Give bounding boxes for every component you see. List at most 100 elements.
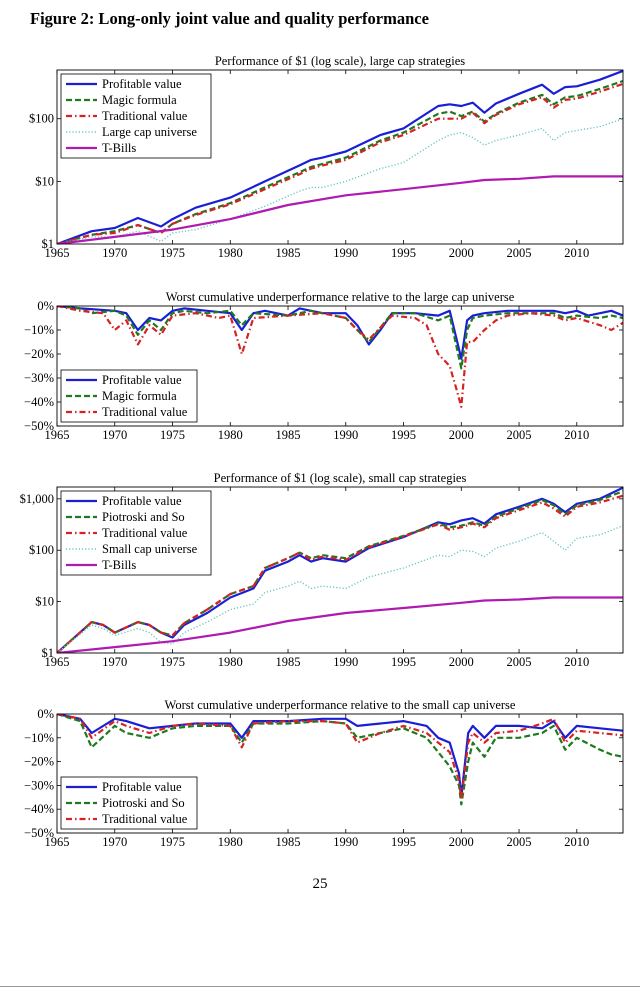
x-tick-label: 2000: [449, 246, 474, 260]
x-tick-label: 1975: [160, 655, 185, 669]
y-tick-label: $100: [29, 112, 54, 126]
chart-4: Worst cumulative underperformance relati…: [24, 698, 624, 849]
legend-label: Profitable value: [102, 494, 182, 508]
legend-label: Profitable value: [102, 780, 182, 794]
y-tick-label: −10%: [24, 731, 54, 745]
legend-label: Profitable value: [102, 77, 182, 91]
series-line-piotroski-and-so: [57, 490, 623, 653]
y-tick-label: −20%: [24, 347, 54, 361]
series-line-t-bills: [57, 596, 623, 653]
x-tick-label: 2005: [507, 655, 532, 669]
y-tick-label: $1: [42, 237, 55, 251]
chart-3: Performance of $1 (log scale), small cap…: [20, 471, 624, 669]
legend-label: Traditional value: [102, 405, 188, 419]
x-tick-label: 1970: [102, 246, 127, 260]
x-tick-label: 1995: [391, 428, 416, 442]
legend-label: T-Bills: [102, 141, 136, 155]
x-tick-label: 1995: [391, 655, 416, 669]
x-tick-label: 1975: [160, 246, 185, 260]
x-tick-label: 1980: [218, 246, 243, 260]
figure-title: Figure 2: Long-only joint value and qual…: [30, 9, 429, 28]
legend-label: Piotroski and So: [102, 510, 185, 524]
y-tick-label: 0%: [37, 299, 54, 313]
legend-label: T-Bills: [102, 558, 136, 572]
y-tick-label: −40%: [24, 802, 54, 816]
y-tick-label: −50%: [24, 826, 54, 840]
series-line-t-bills: [57, 175, 623, 244]
page-number: 25: [312, 876, 328, 892]
legend-box: [60, 776, 198, 830]
x-tick-label: 1970: [102, 835, 127, 849]
legend-label: Traditional value: [102, 109, 188, 123]
x-tick-label: 2010: [564, 246, 589, 260]
x-tick-label: 2005: [507, 428, 532, 442]
y-tick-label: −20%: [24, 755, 54, 769]
x-tick-label: 1990: [333, 655, 358, 669]
x-tick-label: 1985: [276, 655, 301, 669]
x-tick-label: 1995: [391, 246, 416, 260]
chart-2: Worst cumulative underperformance relati…: [24, 290, 624, 442]
y-tick-label: $1,000: [20, 492, 54, 506]
y-tick-label: −50%: [24, 419, 54, 433]
series-line-profitable-value: [57, 714, 623, 799]
legend-label: Magic formula: [102, 93, 177, 107]
legend-box: [60, 73, 212, 159]
y-tick-label: −30%: [24, 778, 54, 792]
series-line-traditional-value: [57, 82, 623, 244]
series-line-traditional-value: [57, 714, 623, 801]
x-tick-label: 1970: [102, 428, 127, 442]
x-tick-label: 1965: [45, 655, 70, 669]
x-tick-label: 1980: [218, 835, 243, 849]
x-tick-label: 1985: [276, 428, 301, 442]
legend-box: [60, 369, 198, 423]
y-tick-label: $10: [35, 174, 54, 188]
legend-label: Traditional value: [102, 526, 188, 540]
x-tick-label: 1965: [45, 835, 70, 849]
y-tick-label: −40%: [24, 395, 54, 409]
series-line-magic-formula: [57, 79, 623, 244]
page-bottom-rule: [0, 986, 640, 987]
x-tick-label: 2000: [449, 428, 474, 442]
series-line-piotroski-and-so: [57, 714, 623, 806]
plot-frame: [56, 486, 624, 654]
series-line-profitable-value: [57, 487, 623, 653]
series-line-traditional-value: [57, 306, 623, 408]
y-tick-label: $100: [29, 543, 54, 557]
x-tick-label: 2005: [507, 835, 532, 849]
legend-box: [60, 490, 212, 576]
legend: Profitable value Piotroski and So Traditio…: [60, 490, 212, 576]
x-tick-label: 2010: [564, 835, 589, 849]
y-tick-label: 0%: [37, 707, 54, 721]
x-tick-label: 1990: [333, 428, 358, 442]
x-tick-label: 1965: [45, 428, 70, 442]
legend-label: Magic formula: [102, 389, 177, 403]
x-tick-label: 1995: [391, 835, 416, 849]
legend-label: Traditional value: [102, 812, 188, 826]
plot-frame: [56, 69, 624, 245]
chart-1: Performance of $1 (log scale), large cap…: [29, 54, 624, 260]
series-line-profitable-value: [57, 306, 623, 360]
chart-title: Performance of $1 (log scale), large cap…: [215, 54, 465, 68]
plot-frame: [56, 713, 624, 834]
y-tick-label: $1: [42, 646, 55, 660]
legend-label: Small cap universe: [102, 542, 198, 556]
x-tick-label: 1985: [276, 246, 301, 260]
x-tick-label: 1970: [102, 655, 127, 669]
chart-title: Performance of $1 (log scale), small cap…: [214, 471, 467, 485]
x-tick-label: 1990: [333, 246, 358, 260]
x-tick-label: 1980: [218, 655, 243, 669]
y-tick-label: −10%: [24, 323, 54, 337]
series-line-small-cap-universe: [57, 525, 623, 653]
x-tick-label: 1980: [218, 428, 243, 442]
chart-title: Worst cumulative underperformance relati…: [166, 290, 515, 304]
y-tick-label: −30%: [24, 371, 54, 385]
x-tick-label: 1985: [276, 835, 301, 849]
plot-frame: [56, 305, 624, 427]
legend: Profitable value Piotroski and So Traditio…: [60, 776, 198, 830]
x-tick-label: 1965: [45, 246, 70, 260]
legend: Profitable value Magic formula Traditional…: [60, 73, 212, 159]
legend-label: Large cap universe: [102, 125, 197, 139]
legend: Profitable value Magic formula Traditional…: [60, 369, 198, 423]
y-tick-label: $10: [35, 595, 54, 609]
